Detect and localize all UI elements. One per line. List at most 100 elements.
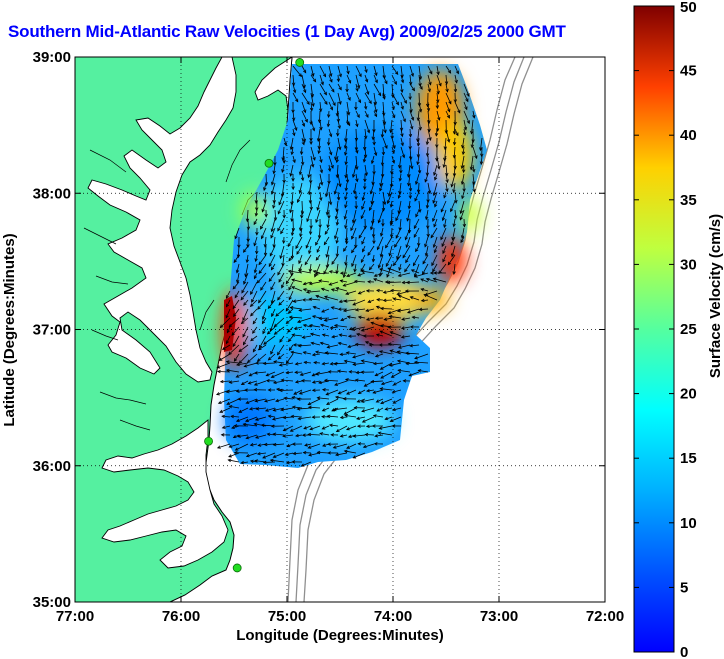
velocity-arrowhead: [335, 208, 339, 213]
velocity-arrowhead: [270, 424, 275, 428]
velocity-arrowhead: [432, 218, 436, 223]
velocity-arrowhead: [368, 207, 373, 212]
colorbar-gradient: [633, 5, 675, 653]
velocity-arrow: [336, 263, 339, 274]
velocity-arrow: [264, 236, 267, 247]
velocity-arrow: [337, 370, 348, 373]
velocity-arrow: [355, 83, 359, 92]
velocity-arrowhead: [270, 181, 275, 186]
velocity-arrowhead: [323, 318, 328, 322]
velocity-arrow: [361, 236, 366, 245]
velocity-arrowhead: [345, 88, 349, 93]
velocity-arrow: [454, 74, 458, 83]
velocity-arrowhead: [221, 425, 226, 429]
velocity-arrow: [364, 164, 368, 176]
velocity-arrowhead: [345, 179, 350, 184]
velocity-arrow: [222, 415, 231, 418]
velocity-arrowhead: [273, 331, 278, 335]
x-tick-label: 72:00: [586, 608, 624, 625]
velocity-arrow: [292, 65, 302, 77]
velocity-arrow: [222, 344, 231, 350]
velocity-arrow: [295, 434, 303, 437]
velocity-arrow: [385, 407, 393, 410]
velocity-arrow: [436, 101, 438, 109]
velocity-arrow: [337, 92, 342, 105]
velocity-arrow: [274, 209, 277, 221]
velocity-arrowhead: [329, 362, 334, 366]
velocity-arrow: [283, 434, 294, 437]
velocity-arrow: [331, 306, 339, 310]
velocity-arrowhead: [291, 82, 296, 87]
velocity-arrow: [231, 326, 240, 336]
velocity-arrow: [463, 101, 468, 110]
velocity-arrowhead: [265, 373, 270, 377]
velocity-arrowhead: [380, 324, 384, 328]
velocity-arrowhead: [337, 125, 341, 130]
velocity-arrowhead: [453, 215, 458, 220]
velocity-arrow: [301, 200, 303, 215]
velocity-arrow: [443, 191, 447, 198]
velocity-arrowhead: [366, 91, 370, 95]
velocity-arrowhead: [275, 387, 280, 392]
velocity-arrowhead: [418, 108, 423, 113]
velocity-arrow: [373, 83, 382, 96]
velocity-arrow: [302, 335, 312, 339]
velocity-arrow: [271, 173, 276, 185]
velocity-arrow: [409, 182, 412, 191]
velocity-arrowhead: [452, 223, 456, 228]
velocity-arrowhead: [290, 151, 294, 156]
velocity-arrow: [414, 272, 429, 278]
velocity-arrowhead: [228, 405, 233, 409]
velocity-arrow: [422, 263, 429, 275]
velocity-arrowhead: [376, 408, 381, 412]
velocity-arrow: [373, 146, 377, 156]
velocity-arrow: [308, 406, 321, 409]
velocity-arrow: [445, 164, 448, 176]
velocity-arrowhead: [315, 241, 319, 246]
velocity-arrow: [255, 434, 267, 439]
velocity-arrowhead: [347, 122, 351, 127]
velocity-arrowhead: [361, 206, 365, 210]
velocity-arrow: [471, 119, 474, 134]
velocity-arrow: [236, 272, 240, 283]
velocity-arrowhead: [379, 253, 384, 258]
velocity-arrowhead: [367, 299, 372, 303]
velocity-arrow: [333, 407, 348, 411]
velocity-arrow: [382, 110, 386, 125]
radar-station-marker: [264, 158, 274, 168]
velocity-arrow: [291, 227, 294, 236]
velocity-arrow: [289, 344, 294, 351]
velocity-arrow: [267, 433, 276, 436]
velocity-arrow: [270, 459, 285, 463]
velocity-arrowhead: [354, 308, 359, 312]
velocity-arrowhead: [366, 389, 370, 393]
velocity-arrow: [398, 263, 402, 271]
velocity-arrow: [454, 128, 459, 136]
velocity-arrowhead: [253, 388, 258, 392]
velocity-arrow: [336, 101, 339, 116]
velocity-arrow: [400, 110, 406, 122]
velocity-arrowhead: [343, 215, 347, 220]
velocity-arrow: [346, 389, 357, 395]
velocity-arrowhead: [300, 161, 305, 166]
velocity-arrow: [264, 191, 267, 203]
velocity-arrowhead: [465, 98, 469, 103]
velocity-arrow: [340, 317, 348, 321]
x-axis-label: Longitude (Degrees:Minutes): [236, 627, 444, 644]
velocity-arrowhead: [377, 264, 382, 269]
y-tick-label: 39:00: [33, 49, 71, 66]
velocity-arrowhead: [338, 86, 342, 91]
colorbar-tick-label: 5: [680, 579, 688, 596]
velocity-arrowhead: [444, 130, 448, 134]
velocity-arrow: [328, 191, 332, 205]
velocity-arrowhead: [266, 330, 271, 335]
velocity-arrowhead: [463, 132, 467, 136]
velocity-arrow: [355, 146, 358, 154]
velocity-arrowhead: [311, 127, 316, 132]
velocity-arrow: [364, 128, 367, 139]
velocity-arrowhead: [424, 252, 429, 257]
velocity-arrow: [389, 245, 393, 256]
velocity-arrowhead: [233, 450, 238, 455]
velocity-arrowhead: [282, 179, 286, 184]
velocity-arrowhead: [302, 281, 307, 286]
